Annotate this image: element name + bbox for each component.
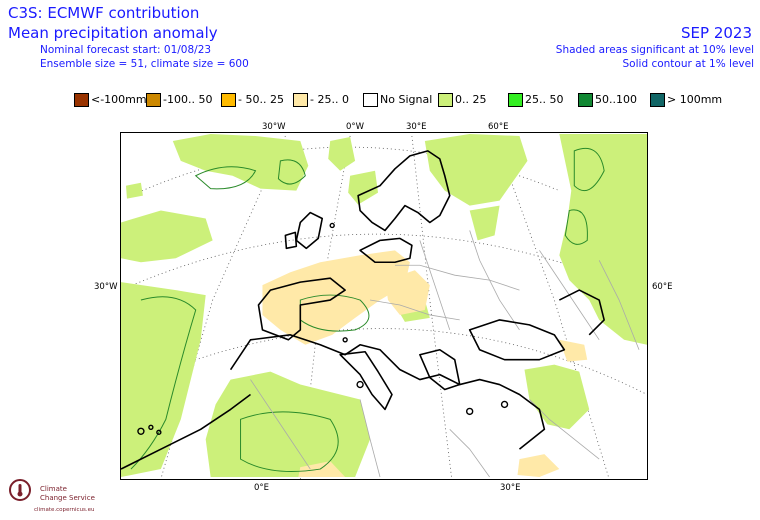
legend-swatch-7 <box>508 93 523 107</box>
coastline-ireland <box>284 231 298 250</box>
positive-anomaly-areas <box>121 133 647 478</box>
grid-label-left-30w: 30°W <box>94 282 118 292</box>
legend-label-9: > 100mm <box>667 93 723 106</box>
thermometer-globe-icon <box>9 479 31 501</box>
precipitation-anomaly-map <box>120 132 648 480</box>
island <box>356 380 364 389</box>
map-subtitle: Mean precipitation anomaly <box>8 24 218 42</box>
grid-label-top-30w: 30°W <box>262 122 286 132</box>
grid-label-top-30e: 30°E <box>406 122 427 132</box>
coastline-biscay <box>257 277 346 341</box>
legend-swatch-3 <box>221 93 236 107</box>
legend-label-6: 0.. 25 <box>455 93 487 106</box>
contour-note: Solid contour at 1% level <box>622 58 754 70</box>
significance-contours <box>130 147 605 473</box>
grid-label-bottom-30e: 30°E <box>500 483 521 493</box>
coastline-black-sea <box>468 319 566 361</box>
legend-swatch-8 <box>578 93 593 107</box>
island <box>156 429 162 435</box>
island <box>500 400 509 409</box>
island <box>148 424 154 430</box>
contour-line <box>573 147 605 192</box>
legend-label-7: 25.. 50 <box>525 93 564 106</box>
border-line <box>469 230 520 331</box>
legend-swatch-2 <box>146 93 161 107</box>
coastlines <box>121 150 605 470</box>
legend-label-8: 50..100 <box>595 93 637 106</box>
shaded-area-western-europe <box>262 250 410 345</box>
contour-line <box>130 296 197 470</box>
shaded-area-north-atlantic <box>172 133 309 191</box>
border-line <box>250 379 311 470</box>
shading-note: Shaded areas significant at 10% level <box>555 44 754 56</box>
island <box>342 337 348 343</box>
border-line <box>419 240 451 330</box>
grid-label-bottom-0e: 0°E <box>254 483 270 493</box>
shaded-area-urals <box>559 133 647 345</box>
map-title: C3S: ECMWF contribution <box>8 4 200 22</box>
shaded-area-middle-east <box>524 364 590 430</box>
legend-swatch-4 <box>293 93 308 107</box>
grid-label-right-60e: 60°E <box>652 282 673 292</box>
shaded-area-sahara <box>298 461 346 478</box>
coastline-italy <box>339 350 393 411</box>
meridian-line <box>160 135 286 479</box>
legend-swatch-1 <box>74 93 89 107</box>
coastline-baltic <box>359 237 413 264</box>
shaded-area-russia-west <box>469 205 500 241</box>
border-line <box>449 429 490 478</box>
legend-label-3: - 50.. 25 <box>238 93 284 106</box>
legend-swatch-6 <box>438 93 453 107</box>
contour-line <box>240 411 339 473</box>
island <box>137 427 145 435</box>
coastline-caspian <box>558 289 605 336</box>
shaded-area-scandinavia <box>424 133 528 206</box>
shaded-area-mid-atlantic <box>121 210 213 263</box>
contour-line <box>564 209 588 245</box>
legend-label-4: - 25.. 0 <box>310 93 349 106</box>
legend-swatch-9 <box>650 93 665 107</box>
shaded-area-black-sea-east <box>559 339 588 362</box>
map-canvas <box>121 133 647 479</box>
legend-label-5: No Signal <box>380 93 433 106</box>
shaded-area-small <box>125 182 143 199</box>
island <box>329 222 335 229</box>
logo-name-line2: Change Service <box>40 494 95 502</box>
country-borders <box>250 230 640 478</box>
coastline-mediterranean-south <box>229 334 546 450</box>
contour-line <box>277 159 306 185</box>
coastline-britain <box>295 211 324 250</box>
ensemble-size-text: Ensemble size = 51, climate size = 600 <box>40 58 249 70</box>
islands <box>137 222 509 435</box>
legend-label-1: <-100mm <box>91 93 147 106</box>
shaded-area-iceland <box>328 136 356 171</box>
copernicus-logo: Climate Change Service climate.copernicu… <box>6 476 116 518</box>
grid-label-top-60e: 60°E <box>488 122 509 132</box>
contour-line <box>194 166 257 190</box>
border-line <box>369 299 460 321</box>
period-label: SEP 2023 <box>681 24 752 42</box>
logo-name-line1: Climate <box>40 485 67 493</box>
shaded-area-central-europe <box>384 270 430 315</box>
legend-swatch-5 <box>363 93 378 107</box>
shaded-area-north-africa <box>205 371 371 478</box>
logo-url: climate.copernicus.eu <box>34 507 95 513</box>
border-line <box>394 264 520 291</box>
border-line <box>598 260 640 350</box>
coastline-greece <box>419 348 461 391</box>
island <box>465 407 474 416</box>
border-line <box>359 399 381 478</box>
legend-label-2: -100.. 50 <box>163 93 213 106</box>
shaded-area-arabia <box>517 454 560 478</box>
forecast-start-text: Nominal forecast start: 01/08/23 <box>40 44 212 56</box>
coastline-scandinavia <box>357 150 451 232</box>
contour-line <box>299 294 370 332</box>
negative-anomaly-areas <box>262 250 588 478</box>
coastline-west-africa <box>121 393 251 470</box>
grid-label-top-0w: 0°W <box>346 122 365 132</box>
shaded-area-norwegian-sea <box>348 170 379 205</box>
